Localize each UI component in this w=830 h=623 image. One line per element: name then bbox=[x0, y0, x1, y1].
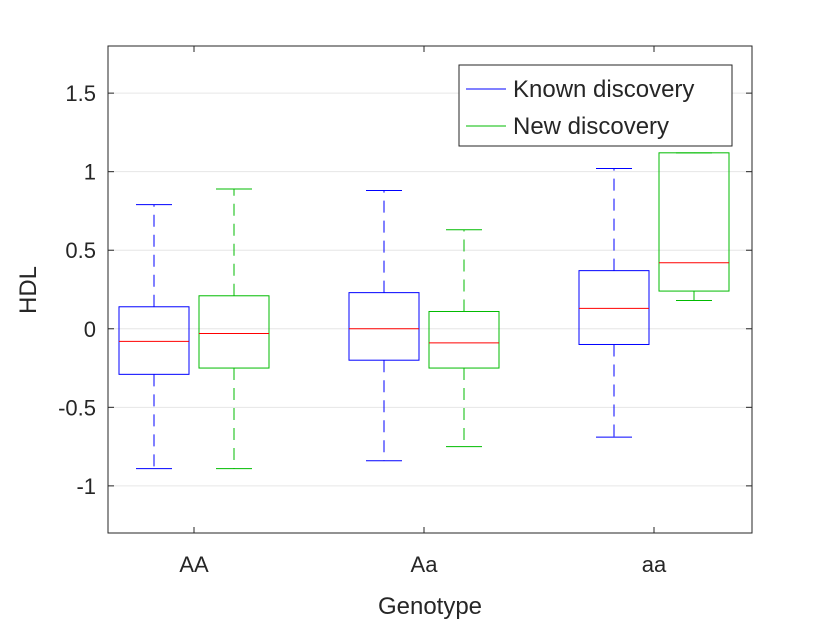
x-tick-label: Aa bbox=[411, 552, 439, 577]
box-known-AA bbox=[118, 204, 190, 470]
box-new-AA bbox=[198, 188, 270, 470]
y-tick-label: -1 bbox=[76, 474, 96, 499]
legend-box bbox=[458, 64, 733, 147]
iqr-box bbox=[658, 152, 730, 292]
x-tick-label: aa bbox=[642, 552, 667, 577]
legend-label-known: Known discovery bbox=[513, 76, 694, 103]
iqr-box bbox=[198, 295, 270, 369]
y-axis-label: HDL bbox=[15, 266, 42, 314]
y-tick-label: 0 bbox=[84, 317, 96, 342]
box-groups bbox=[118, 152, 730, 470]
y-axis: -1 -0.5 0 0.5 1 1.5 bbox=[58, 81, 752, 499]
axes-frame bbox=[107, 45, 753, 534]
x-axis-label: Genotype bbox=[378, 593, 482, 620]
iqr-box bbox=[578, 270, 650, 345]
y-tick-label: 0.5 bbox=[65, 238, 96, 263]
iqr-box bbox=[348, 292, 420, 361]
x-tick-label: AA bbox=[179, 552, 209, 577]
y-tick-label: 1 bbox=[84, 160, 96, 185]
legend: Known discovery New discovery bbox=[458, 64, 733, 147]
box-new-aa bbox=[658, 152, 730, 301]
box-known-Aa bbox=[348, 190, 420, 462]
x-axis: AA Aa aa bbox=[179, 46, 667, 577]
legend-label-new: New discovery bbox=[513, 113, 669, 140]
box-known-aa bbox=[578, 168, 650, 438]
y-tick-label: 1.5 bbox=[65, 81, 96, 106]
box-new-Aa bbox=[428, 229, 500, 448]
y-tick-label: -0.5 bbox=[58, 395, 96, 420]
iqr-box bbox=[428, 310, 500, 369]
iqr-box bbox=[118, 306, 190, 375]
